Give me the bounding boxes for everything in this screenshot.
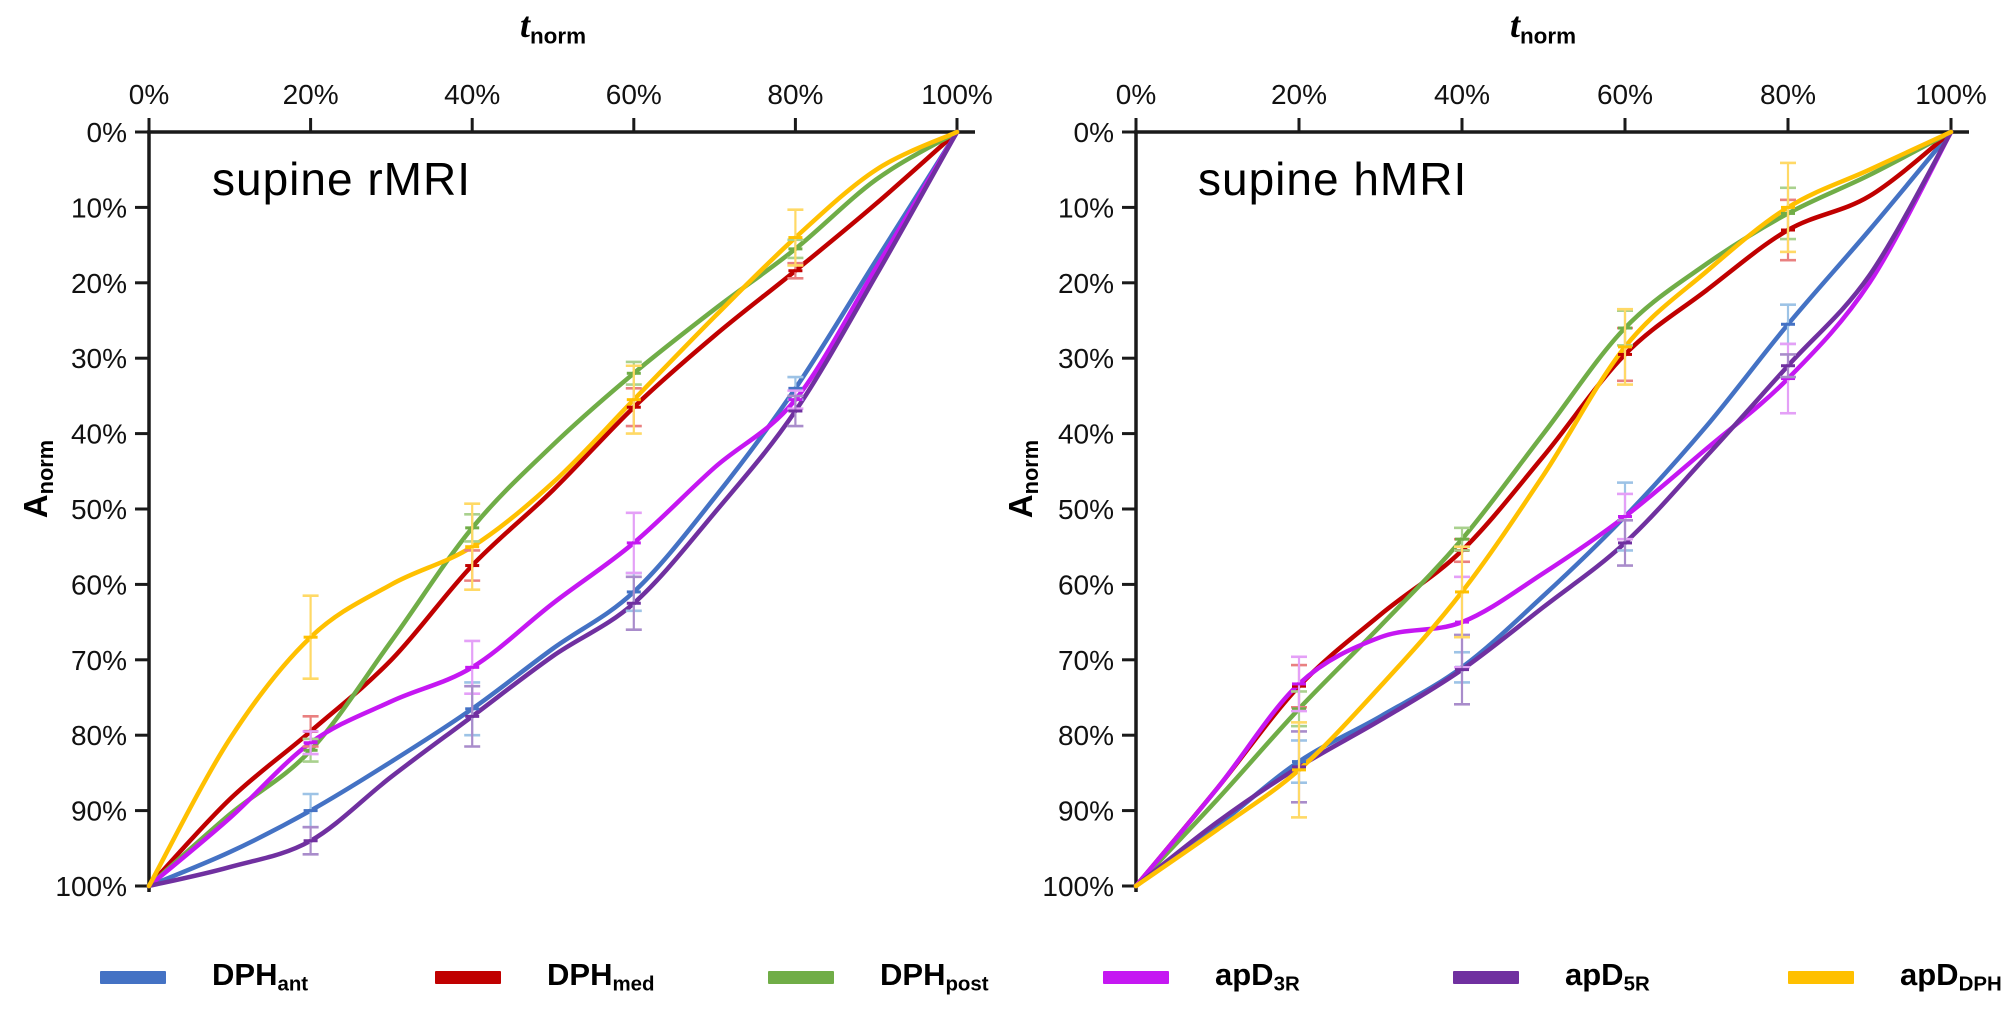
y-axis-title-main: A xyxy=(16,494,54,519)
y-axis-title-sub: norm xyxy=(1018,439,1044,495)
legend-label-sub: 5R xyxy=(1623,972,1650,996)
y-axis-title-left: Anorm xyxy=(17,414,59,544)
legend-label-dph-post: DPHpost xyxy=(880,957,989,997)
y-tick-label: 50% xyxy=(71,494,127,525)
y-axis-title-sub: norm xyxy=(33,439,59,495)
x-tick-label: 80% xyxy=(767,79,823,110)
y-tick-label: 10% xyxy=(1058,192,1114,223)
legend-label-main: apD xyxy=(1565,957,1624,993)
x-tick-label: 100% xyxy=(921,79,993,110)
series-line-apd-dph xyxy=(1133,129,1954,889)
legend-label-sub: 3R xyxy=(1273,972,1300,996)
legend-label-sub: post xyxy=(945,972,989,996)
y-tick-label: 10% xyxy=(71,192,127,223)
legend-label-apd-3r: apD3R xyxy=(1215,957,1300,997)
y-tick-label: 20% xyxy=(1058,268,1114,299)
legend-swatch-apd-5r xyxy=(1453,970,1519,984)
series-line-dph-post xyxy=(146,129,960,889)
x-axis-title-left: tnorm xyxy=(520,4,586,49)
x-tick-label: 80% xyxy=(1760,79,1816,110)
legend-item-dph-ant: DPHant xyxy=(100,952,308,1002)
y-axis-title-right: Anorm xyxy=(1002,414,1044,544)
series-line-dph-med xyxy=(146,129,960,889)
legend-item-dph-med: DPHmed xyxy=(435,952,654,1002)
legend-item-apd-3r: apD3R xyxy=(1103,952,1300,1002)
series-line-apd-5r xyxy=(146,129,960,889)
x-tick-label: 0% xyxy=(1116,79,1156,110)
legend-label-main: apD xyxy=(1215,957,1274,993)
y-axis-title-main: A xyxy=(1001,494,1039,519)
legend-label-apd-dph: apDDPH xyxy=(1900,957,2002,997)
legend-swatch-dph-ant xyxy=(100,970,166,984)
y-tick-label: 70% xyxy=(1058,645,1114,676)
x-axis-title-main: t xyxy=(1509,5,1520,45)
y-tick-label: 90% xyxy=(71,796,127,827)
y-tick-label: 0% xyxy=(1074,117,1114,148)
y-tick-label: 90% xyxy=(1058,796,1114,827)
y-tick-label: 20% xyxy=(71,268,127,299)
series-line-apd-5r xyxy=(1133,129,1954,889)
legend: DPHant DPHmed DPHpost apD3R apD5R apDDPH xyxy=(0,940,2007,1010)
series-line-dph-post xyxy=(1133,129,1954,889)
legend-label-sub: ant xyxy=(277,972,309,996)
y-tick-label: 80% xyxy=(1058,720,1114,751)
y-tick-label: 30% xyxy=(1058,343,1114,374)
legend-swatch-apd-3r xyxy=(1103,970,1169,984)
x-tick-label: 20% xyxy=(1271,79,1327,110)
x-axis-title-main: t xyxy=(519,5,530,45)
x-tick-label: 40% xyxy=(444,79,500,110)
x-tick-label: 60% xyxy=(606,79,662,110)
y-tick-label: 30% xyxy=(71,343,127,374)
series-line-apd-dph xyxy=(146,129,960,889)
y-tick-label: 60% xyxy=(1058,569,1114,600)
legend-label-main: apD xyxy=(1900,957,1959,993)
legend-label-main: DPH xyxy=(547,957,613,993)
legend-label-main: DPH xyxy=(212,957,278,993)
x-tick-label: 0% xyxy=(129,79,169,110)
legend-item-dph-post: DPHpost xyxy=(768,952,989,1002)
legend-label-apd-5r: apD5R xyxy=(1565,957,1650,997)
plot-title-right: supine hMRI xyxy=(1198,153,1468,205)
legend-label-main: DPH xyxy=(880,957,946,993)
y-tick-label: 50% xyxy=(1058,494,1114,525)
y-tick-label: 100% xyxy=(55,871,127,902)
series-line-dph-ant xyxy=(146,129,960,889)
series-line-apd-3r xyxy=(146,129,960,889)
x-tick-label: 60% xyxy=(1597,79,1653,110)
y-tick-label: 100% xyxy=(1042,871,1114,902)
legend-label-sub: DPH xyxy=(1958,972,2002,996)
y-tick-label: 40% xyxy=(71,419,127,450)
series-line-apd-3r xyxy=(1133,129,1954,889)
legend-label-sub: med xyxy=(612,972,655,996)
legend-swatch-dph-post xyxy=(768,970,834,984)
x-tick-label: 100% xyxy=(1915,79,1987,110)
y-tick-label: 0% xyxy=(87,117,127,148)
x-axis-title-sub: norm xyxy=(529,23,587,49)
x-axis-title-right: tnorm xyxy=(1510,4,1576,49)
x-tick-label: 20% xyxy=(283,79,339,110)
legend-label-dph-ant: DPHant xyxy=(212,957,308,997)
legend-swatch-apd-dph xyxy=(1788,970,1854,984)
legend-item-apd-dph: apDDPH xyxy=(1788,952,2002,1002)
legend-swatch-dph-med xyxy=(435,970,501,984)
x-axis-title-sub: norm xyxy=(1519,23,1577,49)
x-tick-label: 40% xyxy=(1434,79,1490,110)
y-tick-label: 70% xyxy=(71,645,127,676)
y-tick-label: 60% xyxy=(71,569,127,600)
legend-item-apd-5r: apD5R xyxy=(1453,952,1650,1002)
y-tick-label: 40% xyxy=(1058,419,1114,450)
series-line-dph-ant xyxy=(1133,129,1954,889)
y-tick-label: 80% xyxy=(71,720,127,751)
legend-label-dph-med: DPHmed xyxy=(547,957,654,997)
plot-title-left: supine rMRI xyxy=(212,153,471,205)
series-line-dph-med xyxy=(1133,129,1954,889)
